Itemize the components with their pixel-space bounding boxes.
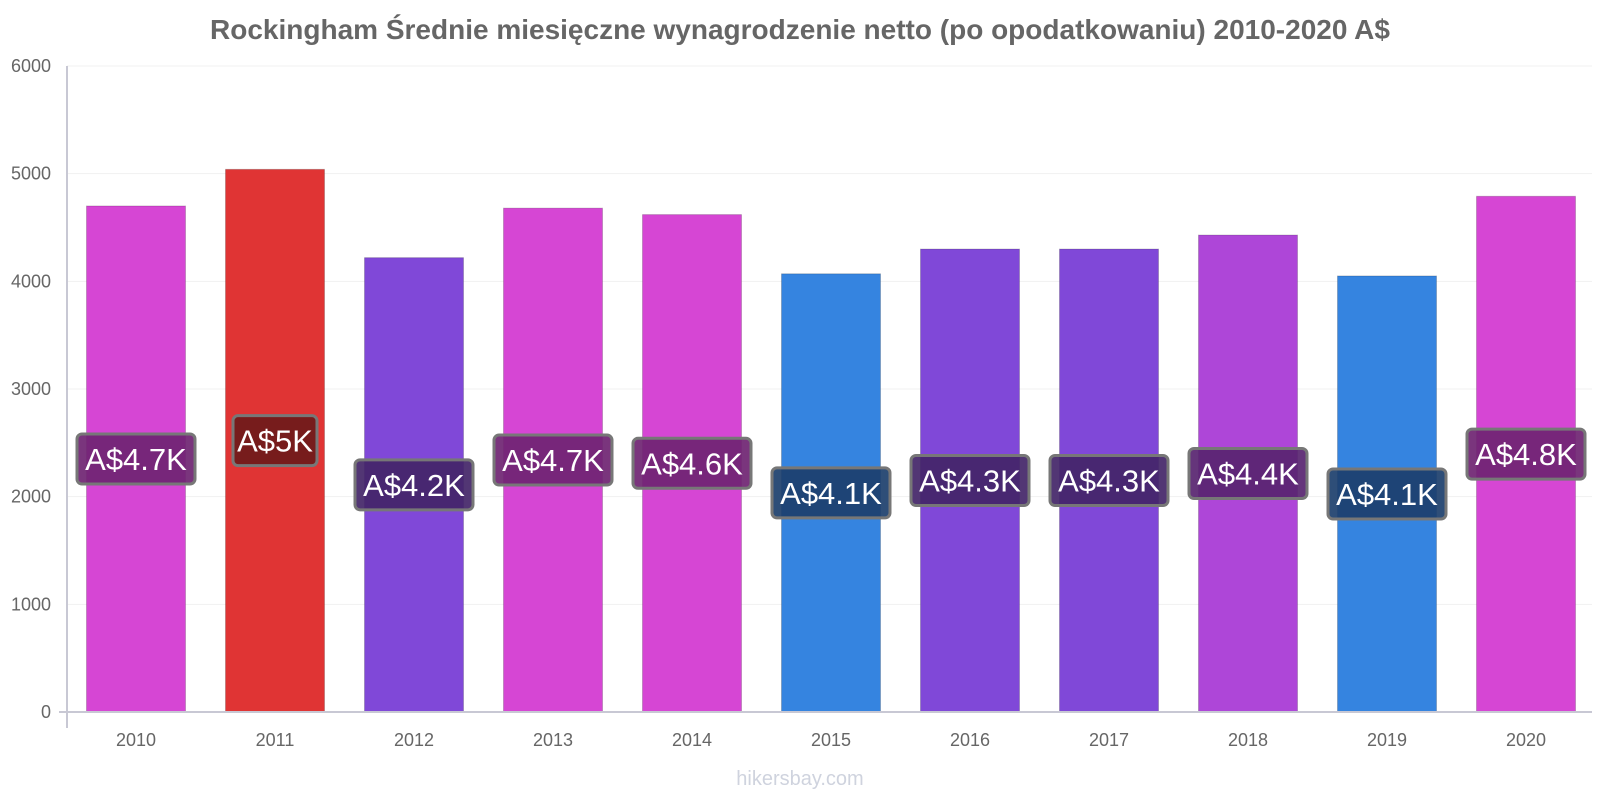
x-tick-label: 2017	[1089, 730, 1129, 750]
x-tick-label: 2016	[950, 730, 990, 750]
data-label-box	[1187, 447, 1309, 501]
y-tick-label: 2000	[11, 487, 51, 507]
data-label: A$4.7K	[85, 442, 187, 477]
data-label-box	[909, 454, 1031, 508]
watermark: hikersbay.com	[736, 768, 864, 790]
x-tick-label: 2012	[394, 730, 434, 750]
x-tick-label: 2019	[1367, 730, 1407, 750]
y-tick-label: 5000	[11, 164, 51, 184]
data-label-box	[492, 433, 614, 487]
y-tick-label: 1000	[11, 594, 51, 614]
y-tick-label: 3000	[11, 379, 51, 399]
data-label: A$4.1K	[1336, 477, 1438, 512]
x-tick-label: 2015	[811, 730, 851, 750]
data-label-box	[231, 414, 319, 468]
x-tick-label: 2014	[672, 730, 712, 750]
data-label: A$4.1K	[780, 476, 882, 511]
data-label-box	[770, 466, 892, 520]
data-label: A$4.6K	[641, 446, 743, 481]
data-label-box	[1465, 427, 1587, 481]
data-label-box	[1048, 454, 1170, 508]
data-label-box	[1326, 467, 1448, 521]
y-tick-label: 6000	[11, 56, 51, 76]
x-tick-label: 2011	[256, 730, 295, 750]
y-tick-label: 0	[41, 702, 51, 722]
data-label-box	[353, 458, 475, 512]
x-tick-label: 2020	[1506, 730, 1546, 750]
chart-title: Rockingham Średnie miesięczne wynagrodze…	[210, 14, 1390, 45]
x-tick-label: 2018	[1228, 730, 1268, 750]
x-tick-label: 2010	[116, 730, 156, 750]
data-label: A$4.7K	[502, 443, 604, 478]
x-tick-label: 2013	[533, 730, 573, 750]
data-label-box	[631, 436, 753, 490]
y-tick-label: 4000	[11, 271, 51, 291]
data-label-box	[75, 432, 197, 486]
axes: 0 1000 2000 3000 4000 5000 6000 2010 2011 2012 201…	[11, 56, 1592, 750]
data-label: A$5K	[237, 424, 313, 459]
data-label: A$4.3K	[919, 464, 1021, 499]
data-label: A$4.2K	[363, 468, 465, 503]
data-label: A$4.4K	[1197, 457, 1299, 492]
data-label: A$4.3K	[1058, 464, 1160, 499]
data-labels: A$4.7K A$5K A$4.2K A$4.7K A$4.6K A$4.1K A$4.3K…	[75, 414, 1587, 521]
data-label: A$4.8K	[1475, 437, 1577, 472]
